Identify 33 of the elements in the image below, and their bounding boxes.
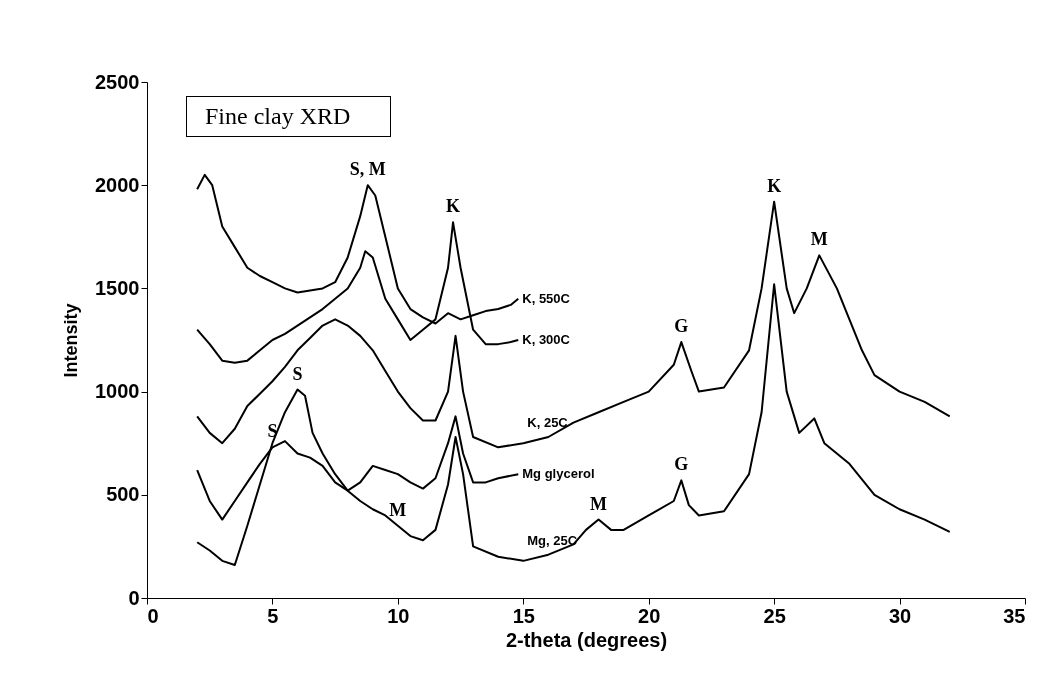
x-axis-title: 2-theta (degrees) [505, 628, 668, 651]
annotation: M [590, 493, 608, 514]
x-tick-label: 35 [1003, 604, 1026, 627]
annotation: K [446, 196, 461, 217]
y-tick-label: 0 [128, 586, 140, 609]
x-tick-label: 30 [888, 604, 912, 627]
annotation: S, M [349, 159, 386, 180]
y-tick-label: 500 [106, 483, 140, 506]
annotation: G [674, 454, 689, 475]
line-series [196, 200, 951, 449]
y-tick-label: 1500 [95, 276, 140, 299]
text: Fine clay XRD [186, 96, 392, 137]
series-label: K, 25C [527, 415, 569, 431]
x-tick-label: 0 [147, 604, 159, 627]
y-tick-label: 1000 [95, 380, 140, 403]
line-series [196, 283, 951, 566]
series-label: K, 550C [522, 290, 571, 306]
y-tick-label: 2000 [95, 173, 140, 196]
x-tick-label: 10 [387, 604, 410, 627]
series-label: Mg glycerol [522, 466, 595, 482]
y-tick-label: 2500 [95, 70, 140, 93]
annotation: G [674, 316, 689, 337]
x-tick-label: 15 [512, 604, 535, 627]
x-tick-label: 20 [638, 604, 661, 627]
annotation: K [767, 175, 782, 196]
annotation: M [810, 229, 828, 250]
annotation: S [292, 363, 303, 384]
annotation: M [389, 499, 407, 520]
y-axis-title: Intensity [61, 303, 82, 378]
series-label: K, 300C [522, 332, 571, 347]
x-tick-label: 25 [763, 604, 786, 627]
series-label: Mg, 25C [527, 532, 578, 548]
x-tick-label: 5 [267, 604, 279, 627]
